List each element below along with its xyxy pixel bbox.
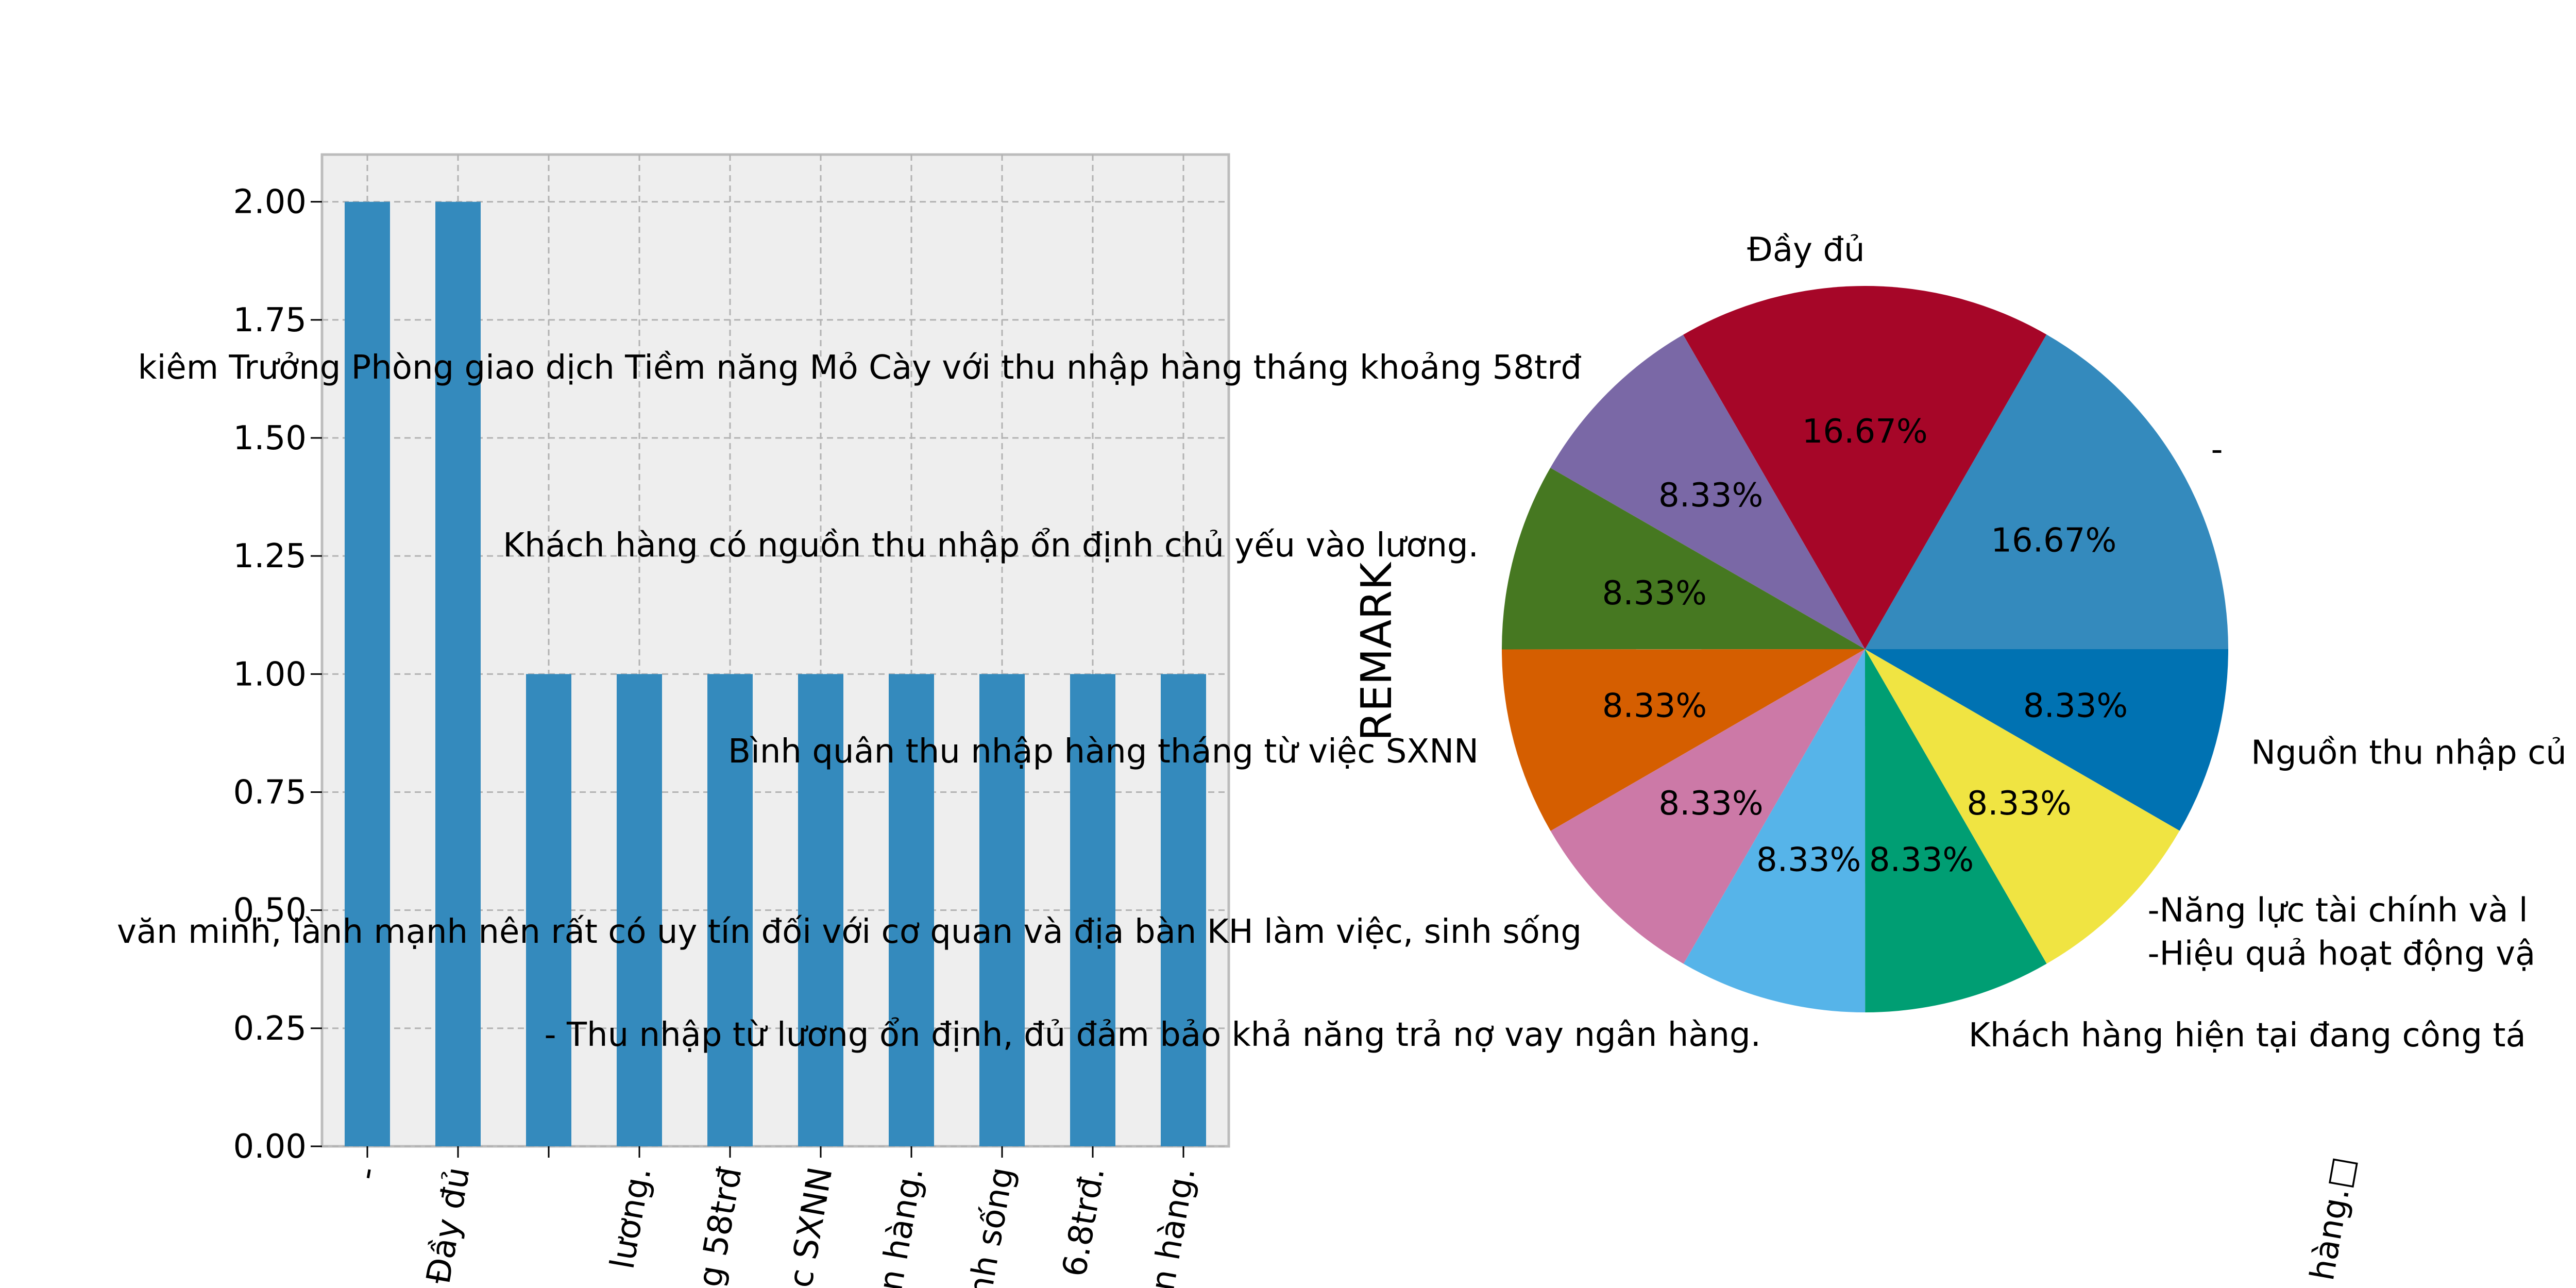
x-tick-label: -: [347, 1164, 387, 1183]
x-tick-label: lương.: [603, 1164, 658, 1272]
y-tick-label: 0.75: [233, 774, 307, 812]
pie-slice: [1865, 649, 2047, 1012]
pie-slice-label: -Năng lực tài chính và l: [2147, 891, 2528, 929]
overflow-label: Khách hàng có nguồn thu nhập ổn định chủ…: [503, 527, 1479, 565]
pie-slice: [1683, 649, 1866, 1012]
y-tick-label: 0.25: [233, 1010, 307, 1048]
pie-chart: REMARK 16.67%16.67%8.33%8.33%8.33%8.33%8…: [1352, 231, 2567, 1055]
x-tick-label: Đầy đủ: [419, 1164, 478, 1287]
rotated-fragment: hàng.□: [2303, 1154, 2363, 1283]
pie-percent-label: 8.33%: [1658, 785, 1763, 823]
overflow-label: kiêm Trưởng Phòng giao dịch Tiềm năng Mỏ…: [138, 349, 1582, 387]
overflow-label: Bình quân thu nhập hàng tháng từ việc SX…: [728, 733, 1479, 771]
pie-slice: [1550, 649, 1865, 964]
y-tick-label: 1.25: [233, 537, 307, 575]
pie-slice-label: -: [2211, 431, 2223, 469]
overflow-labels: kiêm Trưởng Phòng giao dịch Tiềm năng Mỏ…: [117, 349, 1761, 1054]
x-tick-label: nh sống: [961, 1164, 1022, 1288]
pie-percent-label: 8.33%: [1756, 841, 1861, 879]
pie-percent-label: 16.67%: [1802, 413, 1928, 451]
pie-slice: [1502, 467, 1865, 650]
y-tick-label: 0.00: [233, 1128, 307, 1166]
pie-slice: [1550, 334, 1865, 649]
x-tick-label: c SXNN: [782, 1164, 840, 1288]
bar: [798, 674, 843, 1146]
bar-y-ticks: 0.00 0.25 0.50 0.75 1.00 1.25 1.50 1.75 2.00: [233, 183, 322, 1166]
bar: [435, 201, 481, 1147]
y-tick-label: 1.00: [233, 655, 307, 693]
pie-percent-label: 8.33%: [2023, 687, 2128, 725]
bar-x-ticks: - Đầy đủ lương. g 58trđ c SXNN n hàng. nh sống…: [347, 1146, 1203, 1288]
pie-ylabel: REMARK: [1352, 562, 1401, 741]
pie-slice: [1865, 649, 2228, 831]
pie-slice: [1865, 334, 2228, 649]
bar: [707, 674, 753, 1146]
x-tick-label: g 58trđ: [691, 1164, 750, 1288]
overflow-label: - Thu nhập từ lương ổn định, đủ đảm bảo …: [545, 1016, 1761, 1054]
pie-slice-label: -Hiệu quả hoạt động vậ: [2147, 935, 2535, 973]
y-tick-label: 2.00: [233, 183, 307, 222]
bar: [526, 674, 571, 1146]
y-tick-label: 1.75: [233, 301, 307, 340]
pie-slice: [1683, 286, 2047, 649]
pie-percent-label: 8.33%: [1869, 841, 1974, 879]
pie-slice-labels: - Đầy đủ Khách hàng hiện tại đang công tá -…: [1747, 231, 2567, 1055]
pie-percent-label: 8.33%: [1967, 785, 2071, 823]
x-tick-label: 6.8trđ.: [1056, 1164, 1112, 1280]
pie-percent-label: 8.33%: [1602, 687, 1707, 725]
bar: [345, 201, 390, 1147]
bar-chart: 0.00 0.25 0.50 0.75 1.00 1.25 1.50 1.75 2.00 - Đầ…: [233, 153, 1230, 1288]
bar: [1161, 674, 1206, 1146]
x-tick-label: n hàng.: [872, 1164, 931, 1288]
x-tick-label: n hàng.: [1144, 1164, 1203, 1288]
pie-slice: [1865, 649, 2180, 964]
pie-slice-label: Nguồn thu nhập củ: [2251, 734, 2567, 772]
bar-marks: [345, 201, 1206, 1147]
y-tick-label: 0.50: [233, 892, 307, 930]
pie-percent-label: 8.33%: [1602, 574, 1707, 613]
pie-slices: [1502, 286, 2228, 1012]
overflow-label: văn minh, lành mạnh nên rất có uy tín đố…: [117, 913, 1582, 951]
bar: [979, 674, 1025, 1146]
pie-slice: [1502, 649, 1865, 831]
y-tick-label: 1.50: [233, 419, 307, 457]
pie-percent-labels: 16.67%16.67%8.33%8.33%8.33%8.33%8.33% 8.3…: [1602, 413, 2128, 879]
pie-percent-label: 8.33%: [1658, 477, 1763, 515]
pie-slice-label: Khách hàng hiện tại đang công tá: [1969, 1016, 2526, 1055]
pie-percent-label: 16.67%: [1991, 521, 2116, 560]
bar: [1070, 674, 1115, 1146]
bar: [617, 674, 662, 1146]
pie-slice-label: Đầy đủ: [1747, 231, 1865, 269]
bar: [889, 674, 934, 1146]
